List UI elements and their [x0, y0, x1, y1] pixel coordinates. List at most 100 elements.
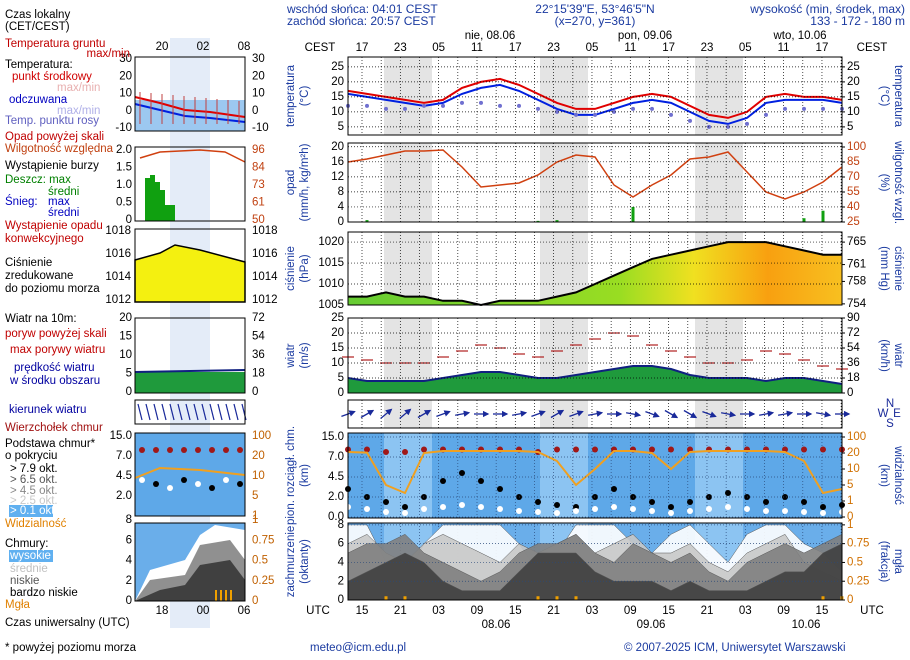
cloud-dot	[421, 446, 427, 453]
mini-tick-label: 6	[126, 534, 132, 546]
y2-axis-unit: (km/h)	[878, 339, 890, 372]
legend-text: o pokryciu	[5, 450, 57, 462]
y-tick-label: 15	[331, 342, 344, 354]
dew-dot	[536, 106, 540, 111]
mini-tick-label: 1012	[105, 294, 131, 306]
mini-tick-label: 7.0	[116, 450, 132, 462]
mini-tick-label: -10	[115, 122, 132, 134]
cloud-dot	[383, 499, 389, 505]
local-hour: 02	[197, 41, 210, 53]
night-band	[695, 400, 743, 428]
y-tick-label: 25	[331, 61, 344, 73]
top-hour: 05	[739, 42, 752, 54]
legend-text: poryw powyżej skali	[5, 328, 107, 340]
legend-text: konwekcyjnego	[5, 233, 84, 245]
mini-tick-label: 0.5	[116, 197, 132, 209]
dew-dot	[783, 106, 787, 111]
mini-tick-label: 0.75	[252, 534, 274, 546]
y2-tick-label: 0	[847, 594, 853, 606]
top-date: wto, 10.06	[772, 30, 826, 42]
mini-visibility	[134, 466, 246, 479]
mini-cover-low	[135, 560, 245, 601]
cloud-dot	[592, 506, 598, 512]
mini-tick-label: 0	[252, 386, 258, 398]
cloud-dot	[763, 499, 769, 505]
legend-text: max porywy wiatru	[10, 344, 105, 356]
mini-tick-label: 0	[126, 214, 132, 226]
cloud-dot	[668, 510, 674, 516]
visibility-line	[347, 450, 843, 495]
y2-tick-label: 5	[847, 479, 853, 491]
y-axis-unit: (oktanty)	[299, 539, 311, 584]
mini-tick-label: 54	[252, 331, 265, 343]
dew-dot	[726, 124, 730, 129]
y-tick-label: 16	[331, 156, 344, 168]
y2-tick-label: 1	[847, 495, 853, 507]
legend-text: Deszcz: max	[5, 174, 71, 186]
bottom-zone-right: UTC	[860, 605, 884, 617]
precip-bar	[631, 206, 635, 222]
legend-text: niskie	[10, 575, 39, 587]
wind-arrow	[360, 409, 375, 419]
wind-arrow	[702, 410, 717, 418]
y-tick-label: 0	[338, 594, 344, 606]
mini-tick-label: 10	[252, 470, 265, 482]
fog-bar	[536, 596, 540, 600]
y-tick-label: 4	[338, 201, 345, 213]
cloud-dot	[744, 506, 750, 512]
y2-axis-unit: (°C)	[878, 86, 890, 107]
mini-tick-label: 10	[119, 349, 132, 361]
mini-tick-label: 8	[126, 514, 132, 526]
panel-frame	[347, 317, 843, 394]
y2-axis-title: ciśnienie	[892, 246, 904, 291]
cloud-dot	[516, 508, 522, 514]
legend-text: Wilgotność względna	[5, 143, 114, 155]
mini-tick-label: 1	[252, 514, 258, 526]
legend-text-bg	[9, 550, 53, 562]
legend-text: Opad powyżej skali	[5, 131, 104, 143]
night-band	[540, 57, 588, 135]
legend-text: (CET/CEST)	[5, 21, 70, 33]
cloud-dot	[535, 509, 541, 515]
mini-frame	[134, 432, 246, 517]
wind-arrow	[380, 408, 393, 419]
dew-dot	[517, 103, 521, 108]
y-axis-unit: (°C)	[299, 86, 311, 107]
email[interactable]: meteo@icm.edu.pl	[310, 642, 406, 654]
mini-arrow	[201, 403, 207, 421]
mini-tick-label: 84	[252, 162, 265, 174]
wind-arrow	[511, 410, 528, 417]
y-tick-label: 2	[338, 575, 344, 587]
mini-top	[237, 447, 243, 453]
cloud-dot	[801, 499, 807, 505]
cloud-dot	[535, 499, 541, 505]
panel-frame	[347, 399, 843, 429]
y-tick-label: 0	[338, 216, 344, 228]
cloud-dot	[383, 509, 389, 515]
mini-bg	[135, 433, 245, 516]
legend-text: max/min	[57, 82, 100, 94]
cloud-dot	[497, 506, 503, 512]
mini-tick-label: 1014	[252, 271, 278, 283]
top-hour: 23	[547, 42, 560, 54]
y-tick-label: 0.0	[328, 511, 344, 523]
mini-tick-label: 30	[119, 53, 132, 65]
wind-area	[348, 366, 842, 393]
y2-tick-label: 0	[847, 387, 853, 399]
y-axis-unit: (m/s)	[299, 342, 311, 368]
mini-base	[195, 481, 201, 487]
mini-arrow	[169, 403, 175, 421]
mini-frame	[134, 399, 246, 425]
mini-frame	[134, 522, 246, 602]
mini-tick-label: 0	[126, 386, 132, 398]
y2-tick-label: 0	[847, 511, 853, 523]
mini-tick-label: 5	[126, 368, 132, 380]
mini-tick-label: 20	[119, 70, 132, 82]
mini-arrow	[233, 403, 239, 421]
mini-base	[223, 477, 229, 483]
y-tick-label: 1005	[318, 299, 344, 311]
bottom-date: 10.06	[792, 619, 821, 631]
cloud-dot	[402, 449, 408, 455]
y2-tick-label: 754	[847, 298, 867, 310]
bottom-date: 09.06	[637, 619, 666, 631]
